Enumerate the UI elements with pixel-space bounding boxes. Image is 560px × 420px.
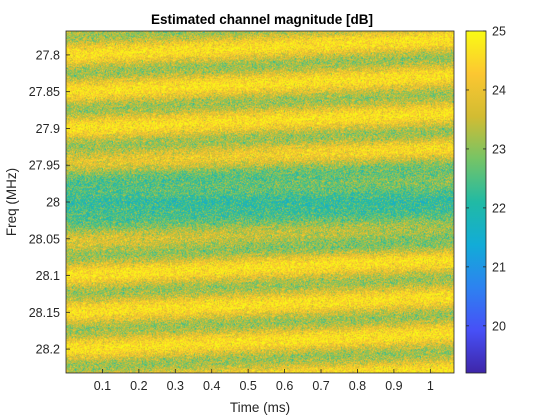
x-tick-label: 0.9: [385, 379, 402, 393]
colorbar-tick-label: 20: [492, 319, 506, 333]
x-tick-label: 0.3: [167, 379, 184, 393]
colorbar-tick-label: 25: [492, 25, 506, 39]
x-tick-label: 0.7: [312, 379, 329, 393]
x-tick-label: 0.5: [239, 379, 256, 393]
x-tick-label: 1: [427, 379, 434, 393]
y-tick-label: 27.8: [36, 48, 60, 62]
y-tick-label: 28.15: [29, 306, 60, 320]
x-tick-label: 0.4: [203, 379, 220, 393]
x-axis-label: Time (ms): [230, 400, 290, 415]
x-tick-label: 0.8: [349, 379, 366, 393]
y-axis-ticks: 27.8 27.85 27.9 27.95 28 28.05 28.1 28.15 28.2: [29, 48, 70, 357]
y-tick-label: 28.2: [36, 343, 60, 357]
y-tick-label: 28.1: [36, 269, 60, 283]
colorbar-tick-label: 21: [492, 260, 506, 274]
colorbar-tick-label: 24: [492, 83, 506, 97]
colorbar-tick-label: 23: [492, 142, 506, 156]
y-tick-label: 27.95: [29, 159, 60, 173]
y-tick-label: 27.9: [36, 122, 60, 136]
y-axis-label: Freq (MHz): [4, 168, 19, 236]
chart-title: Estimated channel magnitude [dB]: [151, 12, 373, 27]
y-tick-label: 28.05: [29, 232, 60, 246]
colorbar-tick-label: 22: [492, 201, 506, 215]
y-tick-label: 28: [46, 196, 60, 210]
x-tick-label: 0.2: [130, 379, 147, 393]
x-axis-ticks: 0.1 0.2 0.3 0.4 0.5 0.6 0.7 0.8 0.9 1: [94, 369, 434, 393]
x-tick-label: 0.1: [94, 379, 111, 393]
colorbar-ticks: 20 21 22 23 24 25: [466, 25, 506, 333]
colorbar-gradient: [465, 30, 487, 374]
x-tick-label: 0.6: [276, 379, 293, 393]
y-tick-label: 27.85: [29, 85, 60, 99]
heatmap-plot-area: [65, 30, 455, 374]
colorbar: 20 21 22 23 24 25: [465, 25, 506, 374]
heatmap-cells: [66, 31, 454, 373]
